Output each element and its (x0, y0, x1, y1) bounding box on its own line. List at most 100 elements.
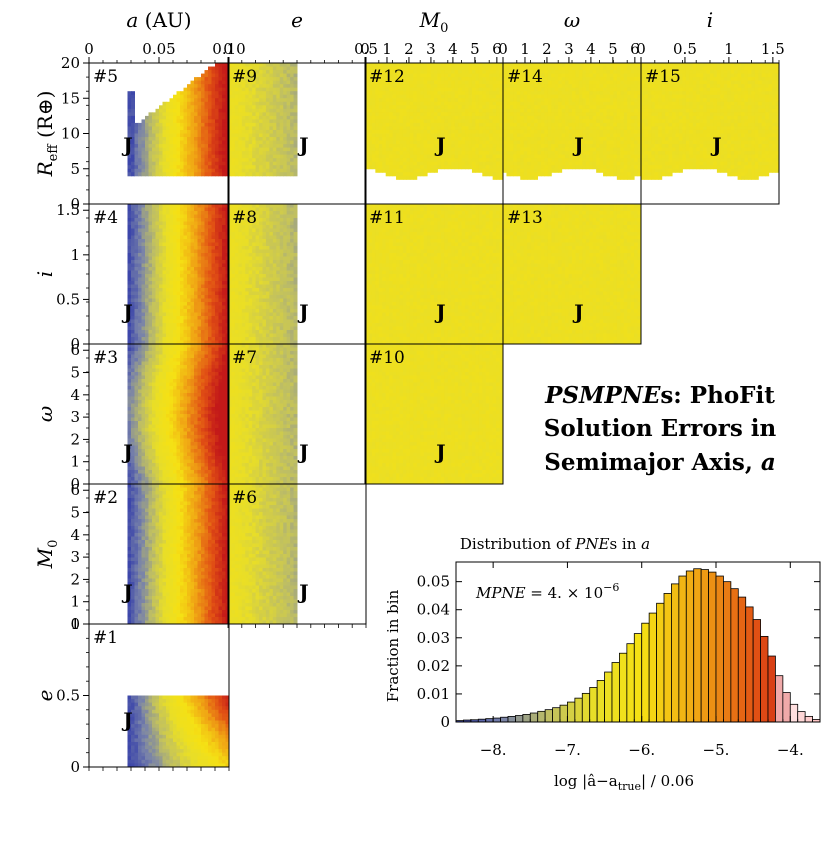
row-tick-label: 0 (70, 335, 80, 353)
histogram-ytick-label: 0 (440, 713, 450, 731)
jupiter-marker: J (710, 133, 721, 157)
row-tick-label: 20 (61, 54, 80, 72)
panel-id-label: #5 (93, 67, 118, 87)
row-tick-label: 5 (70, 364, 80, 382)
histogram-bar (611, 662, 620, 723)
histogram-bar (626, 643, 635, 723)
row-tick-label: 2 (70, 570, 80, 588)
panel-8: #8 J (228, 204, 309, 345)
row-tick-label: 1 (70, 246, 80, 264)
histogram-bar (775, 675, 784, 723)
panel-id-label: #9 (232, 67, 257, 87)
row-label-w: ω (33, 406, 57, 422)
column-tick-label: 0.5 (354, 40, 378, 58)
panel-id-label: #14 (507, 67, 543, 87)
panel-13: #13 J (503, 204, 642, 345)
panel-5: #5 J (93, 63, 230, 177)
histogram-bar (789, 703, 799, 723)
column-tick-label: 0.5 (673, 40, 697, 58)
histogram-ylabel: Fraction in bin (384, 589, 402, 702)
panel-id-label: #3 (93, 348, 118, 368)
row-tick-label: 0 (70, 475, 80, 493)
column-label-e: e (291, 8, 303, 32)
histogram-bar (678, 575, 687, 723)
histogram-bar (723, 581, 732, 723)
corner-plot-heatmaps: #1J#2J#3J#4J#5J#6J#7J#8J#9J#10J#11J#12J#… (93, 63, 780, 768)
histogram-bar (559, 704, 568, 723)
column-label-i: i (707, 8, 713, 32)
histogram-xtick-label: −4. (777, 741, 804, 759)
panel-id-label: #4 (93, 208, 118, 228)
panel-1: #1 J (93, 628, 230, 768)
row-tick-label: 3 (70, 408, 80, 426)
jupiter-marker: J (121, 580, 132, 604)
histogram-axes: −8. −7. −6. −5. −4. 0 0.01 0.02 0.03 0.04 0.05 (417, 561, 821, 759)
column-tick-label: 1 (724, 40, 734, 58)
panel-6: #6 J (228, 484, 309, 625)
jupiter-marker: J (121, 708, 132, 732)
histogram-bar (500, 716, 509, 723)
jupiter-marker: J (434, 133, 445, 157)
figure-title: PSMPNEs: PhoFit Solution Errors in Semim… (544, 382, 777, 476)
panel-9: #9 J (228, 63, 309, 177)
column-tick-label: 0.10 (212, 40, 245, 58)
jupiter-marker: J (121, 300, 132, 324)
panel-id-label: #1 (93, 628, 118, 648)
jupiter-marker: J (297, 133, 308, 157)
histogram-bar (715, 575, 724, 723)
row-tick-label: 2 (70, 430, 80, 448)
panel-id-label: #12 (369, 67, 405, 87)
histogram-bar (745, 606, 754, 723)
column-label-w: ω (564, 8, 580, 32)
column-tick-label: 2 (404, 40, 414, 58)
histogram-xtick-label: −7. (554, 741, 581, 759)
row-tick-label: 4 (70, 386, 80, 404)
histogram-bar (567, 701, 576, 723)
panel-id-label: #15 (645, 67, 681, 87)
row-tick-label: 4 (70, 526, 80, 544)
panel-id-label: #7 (232, 348, 257, 368)
column-tick-label: 1 (520, 40, 530, 58)
row-tick-label: 3 (70, 548, 80, 566)
row-tick-label: 6 (70, 481, 80, 499)
row-tick-label: 1 (70, 593, 80, 611)
row-tick-label: 1 (70, 615, 80, 633)
histogram-bar (700, 569, 709, 723)
title-line-1: PSMPNEs: PhoFit (544, 382, 775, 409)
panel-12: #12 J (365, 63, 504, 180)
row-tick-label: 1.5 (56, 201, 80, 219)
title-line-3: Semimajor Axis, a (544, 449, 776, 476)
jupiter-marker: J (572, 300, 583, 324)
jupiter-marker: J (297, 300, 308, 324)
row-tick-label: 0 (70, 195, 80, 213)
histogram-bar (730, 588, 739, 723)
column-tick-label: 0.05 (142, 40, 175, 58)
histogram-bar (656, 602, 665, 723)
row-tick-label: 10 (61, 125, 80, 143)
histogram-bar (485, 718, 494, 723)
row-tick-label: 15 (61, 89, 80, 107)
histogram-annotation: MPNE = 4. × 10−6 (475, 581, 619, 602)
histogram-bar (604, 671, 613, 723)
panel-15: #15 J (641, 63, 780, 180)
panel-11: #11 J (365, 204, 504, 345)
histogram-bar (648, 612, 657, 723)
column-tick-label: 6 (492, 40, 502, 58)
column-tick-label: 0 (636, 40, 646, 58)
column-tick-label: 6 (630, 40, 640, 58)
histogram-bar (574, 697, 583, 723)
histogram-bar (804, 715, 813, 723)
histogram-bar (760, 635, 769, 723)
column-tick-label: 0 (498, 40, 508, 58)
row-tick-label: 0.5 (56, 687, 80, 705)
panel-id-label: #8 (232, 208, 257, 228)
row-label-e: e (33, 690, 57, 702)
row-tick-label: 5 (70, 160, 80, 178)
histogram-bar (693, 568, 702, 723)
histogram: Distribution of PNEs in a Fraction in bi… (384, 535, 821, 793)
column-tick-label: 1 (382, 40, 392, 58)
jupiter-marker: J (434, 300, 445, 324)
column-tick-label: 0 (360, 40, 370, 58)
column-tick-label: 3 (564, 40, 574, 58)
